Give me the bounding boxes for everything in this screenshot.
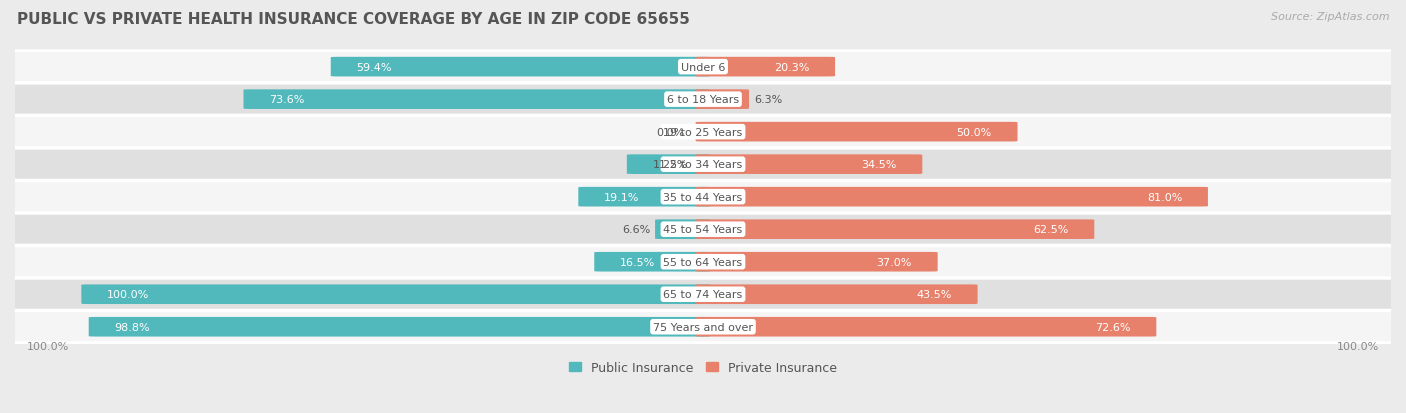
Text: 45 to 54 Years: 45 to 54 Years bbox=[664, 225, 742, 235]
FancyBboxPatch shape bbox=[330, 58, 710, 77]
FancyBboxPatch shape bbox=[696, 188, 1208, 207]
Legend: Public Insurance, Private Insurance: Public Insurance, Private Insurance bbox=[564, 356, 842, 379]
Text: 6 to 18 Years: 6 to 18 Years bbox=[666, 95, 740, 105]
Text: 75 Years and over: 75 Years and over bbox=[652, 322, 754, 332]
Text: PUBLIC VS PRIVATE HEALTH INSURANCE COVERAGE BY AGE IN ZIP CODE 65655: PUBLIC VS PRIVATE HEALTH INSURANCE COVER… bbox=[17, 12, 690, 27]
Text: 100.0%: 100.0% bbox=[27, 341, 69, 351]
Text: 72.6%: 72.6% bbox=[1095, 322, 1130, 332]
Text: 98.8%: 98.8% bbox=[114, 322, 150, 332]
Text: 11.2%: 11.2% bbox=[652, 160, 688, 170]
Text: 59.4%: 59.4% bbox=[357, 62, 392, 72]
FancyBboxPatch shape bbox=[696, 252, 938, 272]
Text: 65 to 74 Years: 65 to 74 Years bbox=[664, 290, 742, 299]
FancyBboxPatch shape bbox=[82, 285, 710, 304]
FancyBboxPatch shape bbox=[8, 181, 1398, 213]
FancyBboxPatch shape bbox=[8, 149, 1398, 180]
Text: 6.6%: 6.6% bbox=[621, 225, 650, 235]
Text: 37.0%: 37.0% bbox=[876, 257, 912, 267]
Text: Source: ZipAtlas.com: Source: ZipAtlas.com bbox=[1271, 12, 1389, 22]
Text: 35 to 44 Years: 35 to 44 Years bbox=[664, 192, 742, 202]
FancyBboxPatch shape bbox=[8, 311, 1398, 343]
Text: 20.3%: 20.3% bbox=[773, 62, 810, 72]
FancyBboxPatch shape bbox=[696, 220, 1094, 240]
FancyBboxPatch shape bbox=[8, 246, 1398, 278]
FancyBboxPatch shape bbox=[89, 317, 710, 337]
FancyBboxPatch shape bbox=[8, 52, 1398, 83]
FancyBboxPatch shape bbox=[696, 317, 1156, 337]
Text: 73.6%: 73.6% bbox=[270, 95, 305, 105]
FancyBboxPatch shape bbox=[243, 90, 710, 110]
FancyBboxPatch shape bbox=[8, 214, 1398, 246]
Text: 55 to 64 Years: 55 to 64 Years bbox=[664, 257, 742, 267]
Text: 100.0%: 100.0% bbox=[1337, 341, 1379, 351]
Text: 100.0%: 100.0% bbox=[107, 290, 149, 299]
Text: 43.5%: 43.5% bbox=[917, 290, 952, 299]
Text: 62.5%: 62.5% bbox=[1033, 225, 1069, 235]
FancyBboxPatch shape bbox=[578, 188, 710, 207]
FancyBboxPatch shape bbox=[696, 90, 749, 110]
Text: 16.5%: 16.5% bbox=[620, 257, 655, 267]
FancyBboxPatch shape bbox=[8, 279, 1398, 311]
Text: 81.0%: 81.0% bbox=[1147, 192, 1182, 202]
Text: Under 6: Under 6 bbox=[681, 62, 725, 72]
FancyBboxPatch shape bbox=[696, 123, 1018, 142]
Text: 25 to 34 Years: 25 to 34 Years bbox=[664, 160, 742, 170]
FancyBboxPatch shape bbox=[655, 220, 710, 240]
Text: 34.5%: 34.5% bbox=[860, 160, 897, 170]
Text: 50.0%: 50.0% bbox=[956, 127, 991, 138]
FancyBboxPatch shape bbox=[627, 155, 710, 175]
Text: 0.0%: 0.0% bbox=[657, 127, 685, 138]
Text: 6.3%: 6.3% bbox=[754, 95, 782, 105]
FancyBboxPatch shape bbox=[8, 116, 1398, 148]
FancyBboxPatch shape bbox=[8, 84, 1398, 116]
FancyBboxPatch shape bbox=[696, 155, 922, 175]
FancyBboxPatch shape bbox=[696, 58, 835, 77]
Text: 19.1%: 19.1% bbox=[605, 192, 640, 202]
FancyBboxPatch shape bbox=[696, 285, 977, 304]
Text: 19 to 25 Years: 19 to 25 Years bbox=[664, 127, 742, 138]
FancyBboxPatch shape bbox=[595, 252, 710, 272]
